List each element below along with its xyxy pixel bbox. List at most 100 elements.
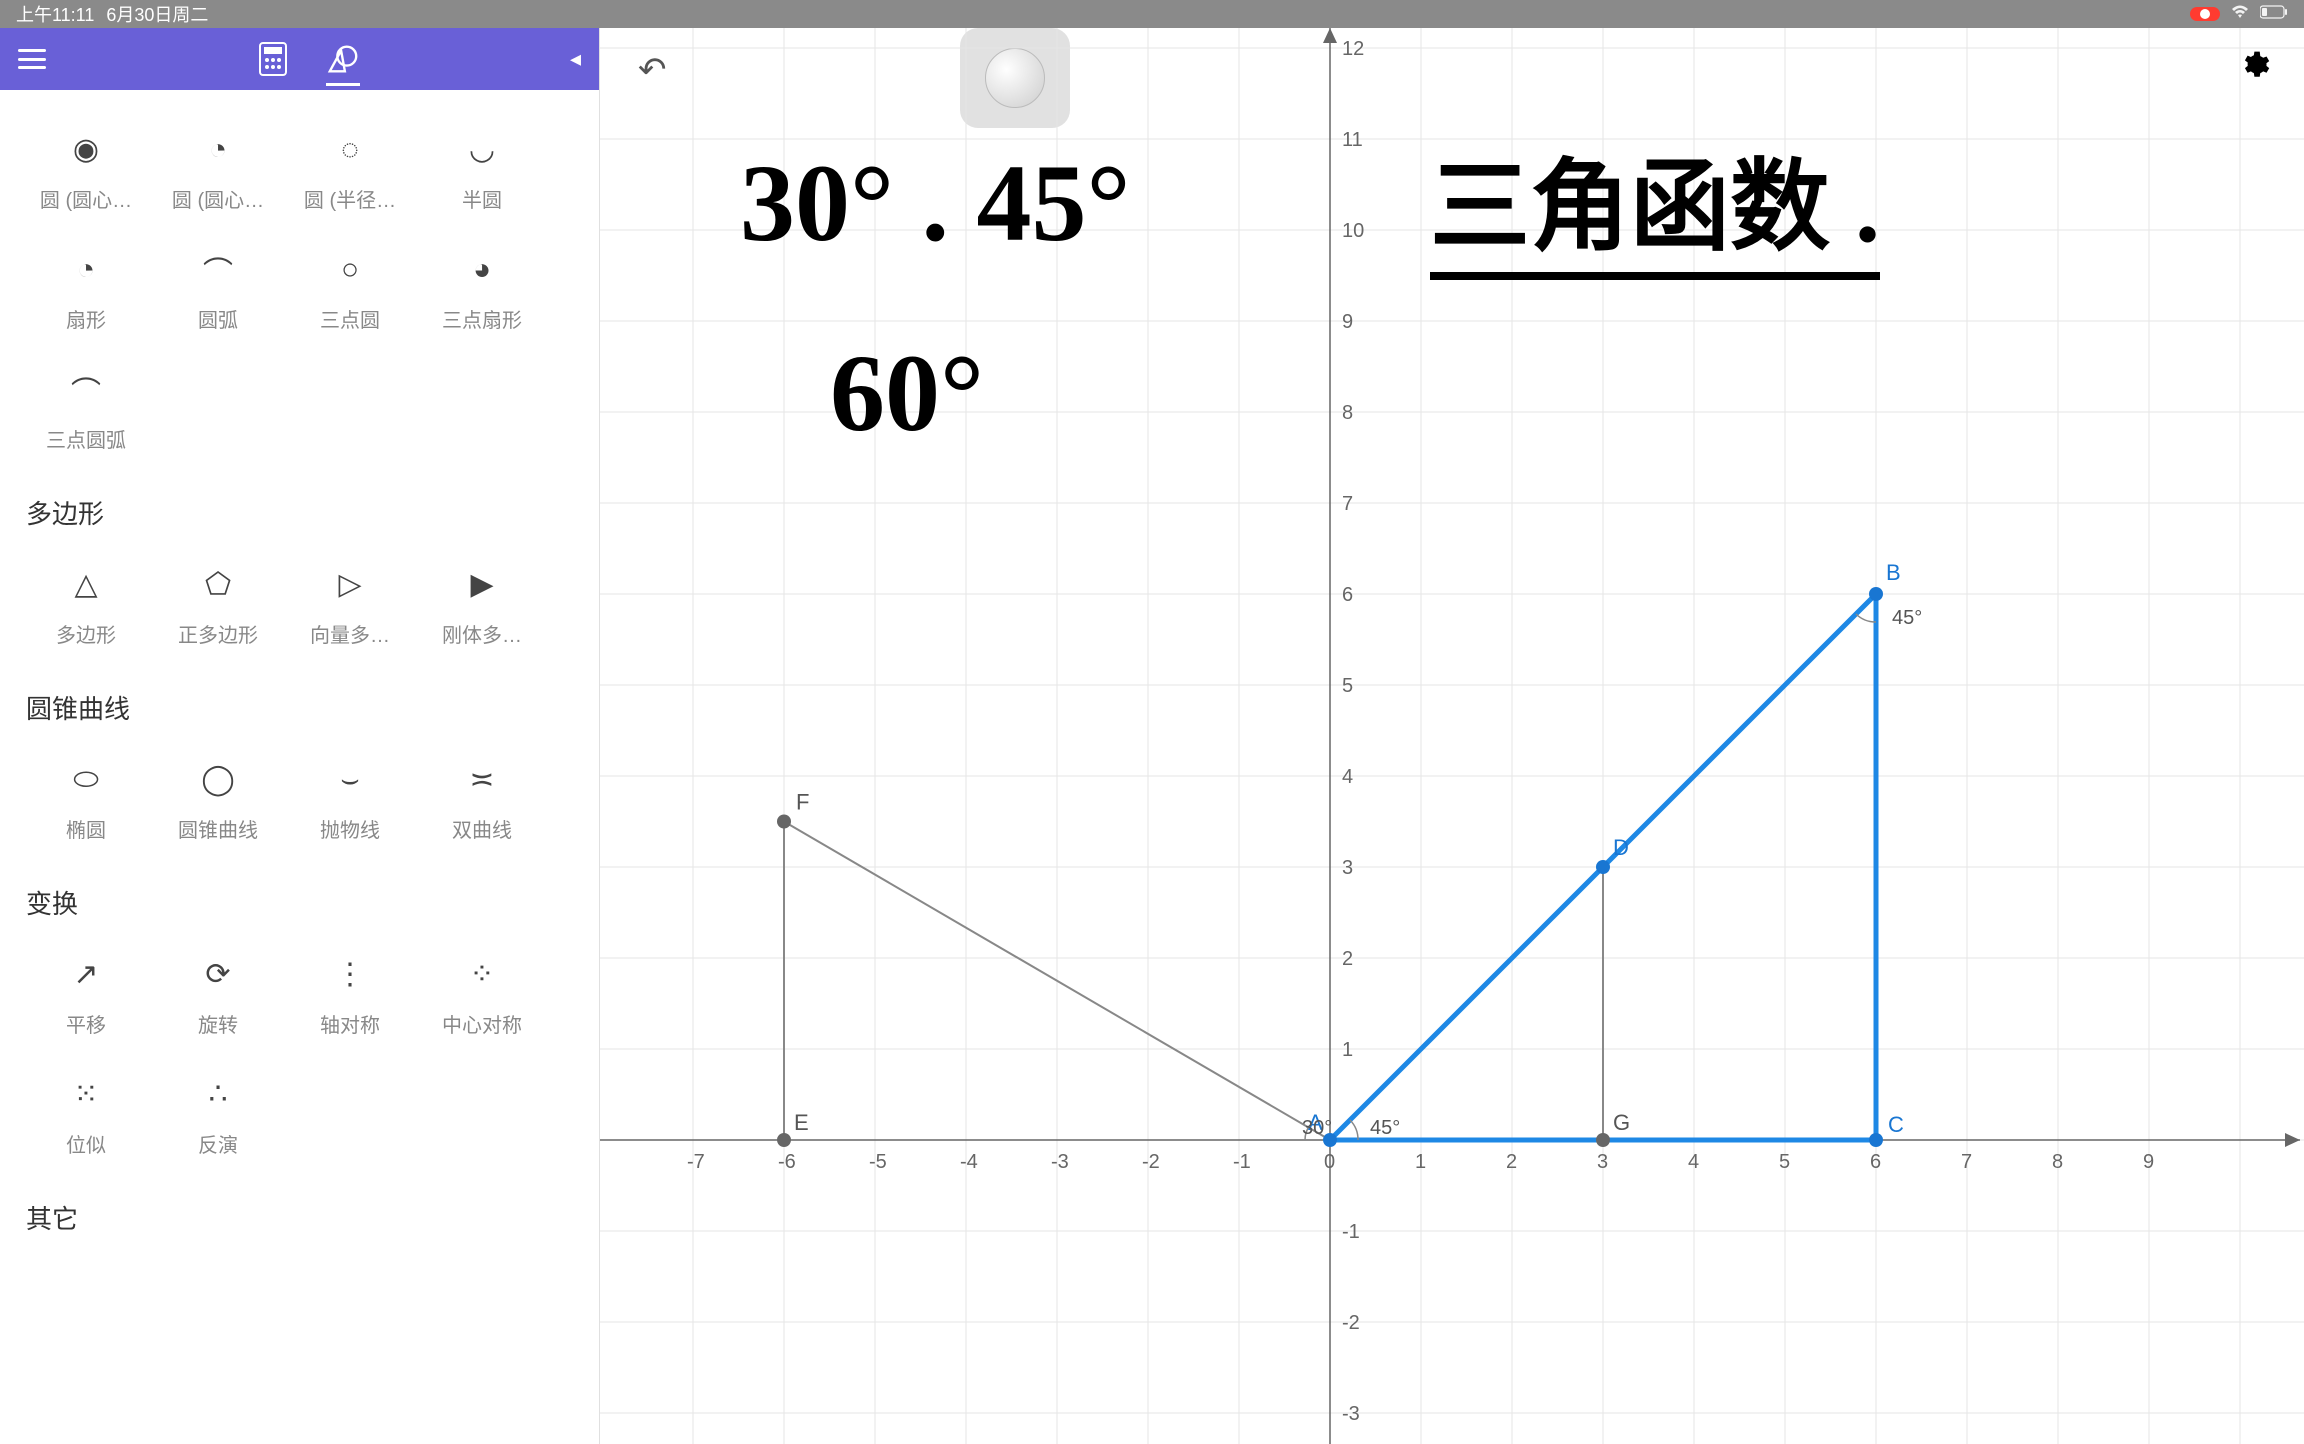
- svg-text:-2: -2: [1342, 1312, 1360, 1334]
- svg-text:10: 10: [1342, 220, 1364, 242]
- svg-text:9: 9: [2143, 1151, 2154, 1173]
- tool-label: 刚体多…: [442, 619, 522, 648]
- tool-circle-center-point[interactable]: ◉圆 (圆心…: [20, 110, 152, 230]
- tool-reflect-line[interactable]: ⋮轴对称: [284, 935, 416, 1055]
- tool-translate[interactable]: ↗ 平移: [20, 935, 152, 1055]
- tool-parabola[interactable]: ⌣抛物线: [284, 740, 416, 860]
- svg-text:6: 6: [1870, 1151, 1881, 1173]
- hyperbola-icon: ≍: [460, 758, 504, 802]
- translate-icon: ↗: [64, 953, 108, 997]
- canvas-area[interactable]: ↶ -7-6-5-4-3-2-10123456789-3-2-112345678…: [600, 28, 2304, 1444]
- recording-indicator: [2190, 7, 2220, 21]
- tool-label: 位似: [66, 1129, 106, 1158]
- status-time: 上午11:11: [16, 1, 94, 27]
- circle-radius-icon: ◌: [328, 128, 372, 172]
- menu-button[interactable]: [18, 49, 46, 69]
- svg-text:12: 12: [1342, 38, 1364, 60]
- tool-dilate[interactable]: ⁙位似: [20, 1055, 152, 1175]
- svg-text:2: 2: [1506, 1151, 1517, 1173]
- vector-polygon-icon: ▷: [328, 563, 372, 607]
- tool-label: 反演: [198, 1129, 238, 1158]
- tool-label: 多边形: [56, 619, 116, 648]
- category-title: 其它: [26, 1199, 589, 1236]
- tool-label: 正多边形: [178, 619, 258, 648]
- handwritten-annotation: 三角函数 .: [1430, 158, 1880, 280]
- svg-text:2: 2: [1342, 948, 1353, 970]
- svg-text:45°: 45°: [1370, 1117, 1400, 1139]
- svg-text:45°: 45°: [1892, 607, 1922, 629]
- tool-label: 双曲线: [452, 814, 512, 843]
- collapse-sidebar-button[interactable]: ◂: [570, 46, 581, 72]
- tool-rigid-polygon[interactable]: ▶ 刚体多…: [416, 545, 548, 665]
- svg-text:-7: -7: [687, 1151, 705, 1173]
- tool-reflect-point[interactable]: ⁘ 中心对称: [416, 935, 548, 1055]
- tool-conic[interactable]: ◯圆锥曲线: [152, 740, 284, 860]
- tool-label: 三点圆: [320, 304, 380, 333]
- svg-text:11: 11: [1342, 129, 1363, 151]
- three-point-circle-icon: ○: [328, 248, 372, 292]
- tool-circle-center-radius[interactable]: ◔圆 (圆心…: [152, 110, 284, 230]
- svg-text:4: 4: [1342, 766, 1353, 788]
- tool-rotate[interactable]: ⟳ 旋转: [152, 935, 284, 1055]
- status-date: 6月30日周二: [106, 1, 208, 27]
- svg-text:1: 1: [1415, 1151, 1426, 1173]
- app-toolbar: ◂: [0, 28, 599, 90]
- tool-inversion[interactable]: ∴ 反演: [152, 1055, 284, 1175]
- tool-label: 椭圆: [66, 814, 106, 843]
- tool-vector-polygon[interactable]: ▷向量多…: [284, 545, 416, 665]
- handwritten-annotation: 60°: [830, 338, 984, 448]
- reflect-point-icon: ⁘: [460, 953, 504, 997]
- rotate-icon: ⟳: [196, 953, 240, 997]
- svg-text:7: 7: [1342, 493, 1353, 515]
- svg-text:D: D: [1613, 835, 1629, 860]
- svg-text:C: C: [1888, 1112, 1904, 1137]
- sector-icon: ◔: [64, 248, 108, 292]
- tool-arc[interactable]: ⌒圆弧: [152, 230, 284, 350]
- tool-ellipse[interactable]: ⬭椭圆: [20, 740, 152, 860]
- tool-circle-radius[interactable]: ◌圆 (半径…: [284, 110, 416, 230]
- tool-hyperbola[interactable]: ≍ 双曲线: [416, 740, 548, 860]
- tool-label: 扇形: [66, 304, 106, 333]
- svg-text:-4: -4: [960, 1151, 978, 1173]
- svg-text:-3: -3: [1051, 1151, 1069, 1173]
- arc-icon: ⌒: [196, 248, 240, 292]
- sidebar: ◂ ◉圆 (圆心…◔圆 (圆心…◌圆 (半径…◡半圆 ◔ 扇形 ⌒圆弧 ○ 三点圆 ◕三点扇…: [0, 28, 600, 1444]
- category-title: 圆锥曲线: [26, 689, 589, 726]
- svg-text:-1: -1: [1342, 1221, 1360, 1243]
- tool-regular-polygon[interactable]: ⬠正多边形: [152, 545, 284, 665]
- svg-text:3: 3: [1342, 857, 1353, 879]
- svg-text:3: 3: [1597, 1151, 1608, 1173]
- svg-text:B: B: [1886, 560, 1901, 585]
- svg-text:5: 5: [1779, 1151, 1790, 1173]
- svg-text:-3: -3: [1342, 1403, 1360, 1425]
- tool-label: 中心对称: [442, 1009, 522, 1038]
- tool-label: 圆锥曲线: [178, 814, 258, 843]
- tool-label: 圆 (圆心…: [40, 184, 132, 213]
- tool-label: 平移: [66, 1009, 106, 1038]
- tool-semicircle[interactable]: ◡半圆: [416, 110, 548, 230]
- three-point-sector-icon: ◕: [460, 248, 504, 292]
- svg-text:8: 8: [1342, 402, 1353, 424]
- tool-label: 轴对称: [320, 1009, 380, 1038]
- tool-polygon[interactable]: △ 多边形: [20, 545, 152, 665]
- svg-text:E: E: [794, 1110, 809, 1135]
- svg-text:-1: -1: [1233, 1151, 1251, 1173]
- svg-text:8: 8: [2052, 1151, 2063, 1173]
- rigid-polygon-icon: ▶: [460, 563, 504, 607]
- semicircle-icon: ◡: [460, 128, 504, 172]
- status-bar: 上午11:11 6月30日周二: [0, 0, 2304, 28]
- battery-icon: [2260, 5, 2288, 24]
- tool-label: 圆 (圆心…: [172, 184, 264, 213]
- svg-text:G: G: [1613, 1110, 1630, 1135]
- geometry-tab[interactable]: [326, 42, 360, 76]
- calculator-tab[interactable]: [256, 42, 290, 76]
- tool-three-point-sector[interactable]: ◕三点扇形: [416, 230, 548, 350]
- inversion-icon: ∴: [196, 1073, 240, 1117]
- tool-three-point-circle[interactable]: ○ 三点圆: [284, 230, 416, 350]
- tool-three-point-arc[interactable]: ⌒三点圆弧: [20, 350, 152, 470]
- category-title: 变换: [26, 884, 589, 921]
- tool-label: 旋转: [198, 1009, 238, 1038]
- polygon-icon: △: [64, 563, 108, 607]
- svg-text:-6: -6: [778, 1151, 796, 1173]
- tool-sector[interactable]: ◔ 扇形: [20, 230, 152, 350]
